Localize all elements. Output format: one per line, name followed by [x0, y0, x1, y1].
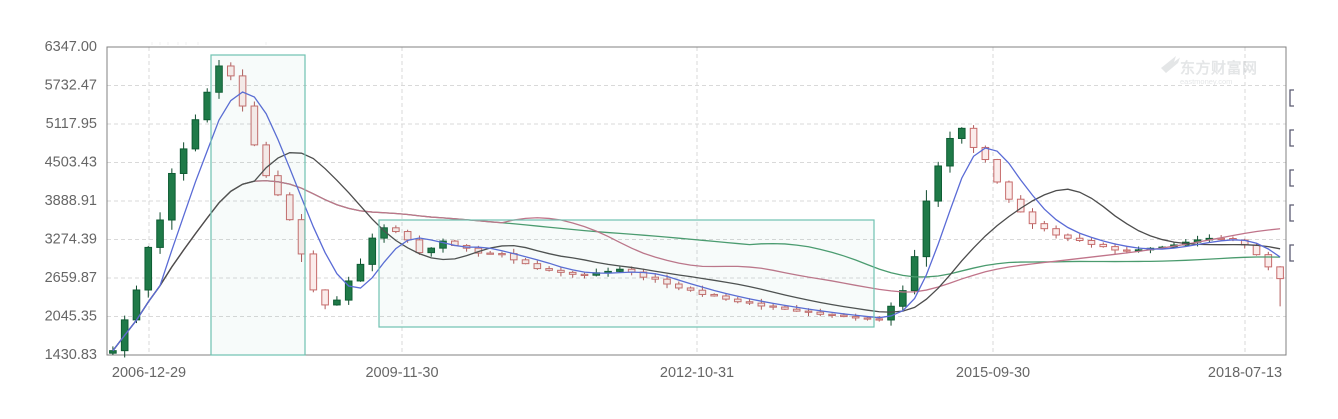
svg-text:4503.43: 4503.43	[45, 155, 97, 171]
svg-text:2012-10-31: 2012-10-31	[660, 365, 734, 381]
svg-text:1430.83: 1430.83	[45, 347, 97, 363]
svg-text:6347.00: 6347.00	[45, 39, 97, 55]
svg-text:2006-12-29: 2006-12-29	[112, 365, 186, 381]
svg-text:5117.95: 5117.95	[46, 116, 97, 132]
svg-text:2009-11-30: 2009-11-30	[365, 365, 438, 381]
svg-text:东方财富网: 东方财富网	[1180, 59, 1258, 77]
svg-text:3274.39: 3274.39	[45, 232, 97, 248]
svg-text:2659.87: 2659.87	[45, 270, 97, 286]
svg-text:2015-09-30: 2015-09-30	[956, 365, 1030, 381]
svg-text:5732.47: 5732.47	[45, 78, 97, 94]
svg-text:2045.35: 2045.35	[45, 309, 97, 325]
svg-text:3888.91: 3888.91	[45, 193, 97, 209]
svg-text:eastmoney.com: eastmoney.com	[1180, 77, 1232, 86]
svg-text:2018-07-13: 2018-07-13	[1208, 365, 1282, 381]
